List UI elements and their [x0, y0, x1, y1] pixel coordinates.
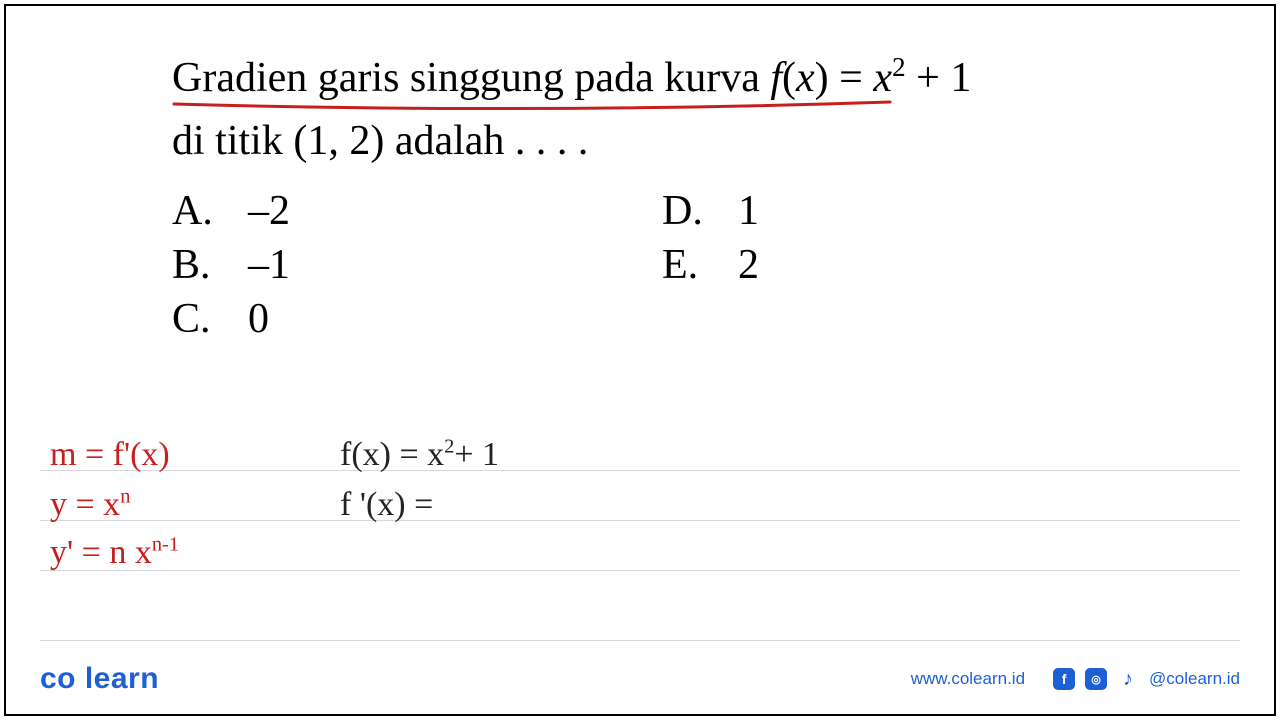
ruled-line [40, 640, 1240, 641]
option-a: A. –2 [172, 187, 662, 235]
hw-black-row1-lhs: f(x) = x [340, 436, 444, 473]
option-e-value: 2 [738, 241, 759, 289]
ruled-line [40, 520, 1240, 521]
facebook-icon: f [1053, 668, 1075, 690]
option-c: C. 0 [172, 295, 662, 343]
hw-black-row1-exp: 2 [444, 436, 454, 458]
option-b-label: B. [172, 241, 220, 289]
instagram-icon: ◎ [1085, 668, 1107, 690]
footer-url: www.colearn.id [911, 669, 1025, 689]
question-line-1: Gradien garis singgung pada kurva f(x) =… [172, 50, 1200, 107]
brand-logo: co learn [40, 662, 159, 696]
func-x: x [796, 55, 815, 101]
option-a-value: –2 [248, 187, 290, 235]
option-d-value: 1 [738, 187, 759, 235]
logo-co: co [40, 662, 76, 695]
hw-red-row3: y' = n xn-1 [50, 536, 179, 570]
hw-red-row1: m = f'(x) [50, 438, 170, 472]
option-e: E. 2 [662, 241, 1200, 289]
rhs-tail: + 1 [906, 55, 972, 101]
logo-learn: learn [76, 662, 159, 695]
question-line-2: di titik (1, 2) adalah . . . . [172, 113, 1200, 170]
hw-red-row2: y = xn [50, 488, 130, 522]
hw-red-row2-lhs: y [50, 486, 67, 523]
option-d-label: D. [662, 187, 710, 235]
option-b-value: –1 [248, 241, 290, 289]
hw-red-row2-eq: = x [67, 486, 120, 523]
hw-red-row3-eq: = n x [73, 534, 152, 571]
ruled-line [40, 570, 1240, 571]
social-handle: @colearn.id [1149, 669, 1240, 689]
question-text-prefix: Gradien garis singgung pada kurva [172, 55, 770, 101]
social-icons: f ◎ ♪ @colearn.id [1053, 668, 1240, 690]
option-b: B. –1 [172, 241, 662, 289]
footer: co learn www.colearn.id f ◎ ♪ @colearn.i… [40, 662, 1240, 696]
hw-black-row1: f(x) = x2+ 1 [340, 438, 499, 472]
tiktok-icon: ♪ [1117, 668, 1139, 690]
option-a-label: A. [172, 187, 220, 235]
rhs-exp: 2 [892, 52, 906, 82]
option-c-value: 0 [248, 295, 269, 343]
equals: = [829, 55, 874, 101]
rhs-x: x [873, 55, 892, 101]
hw-red-row3-lhs: y' [50, 534, 73, 571]
paren-close: ) [815, 55, 829, 101]
option-c-label: C. [172, 295, 220, 343]
paren-open: ( [782, 55, 796, 101]
option-e-label: E. [662, 241, 710, 289]
func-f: f [770, 55, 782, 101]
hw-black-row2: f '(x) = [340, 488, 433, 522]
hw-red-row2-exp: n [120, 486, 130, 508]
footer-right: www.colearn.id f ◎ ♪ @colearn.id [911, 668, 1240, 690]
ruled-line [40, 470, 1240, 471]
options-grid: A. –2 D. 1 B. –1 E. 2 C. 0 [172, 187, 1200, 343]
hw-red-row3-exp: n-1 [152, 534, 179, 556]
option-d: D. 1 [662, 187, 1200, 235]
hw-black-row1-tail: + 1 [454, 436, 499, 473]
question-block: Gradien garis singgung pada kurva f(x) =… [172, 50, 1200, 343]
